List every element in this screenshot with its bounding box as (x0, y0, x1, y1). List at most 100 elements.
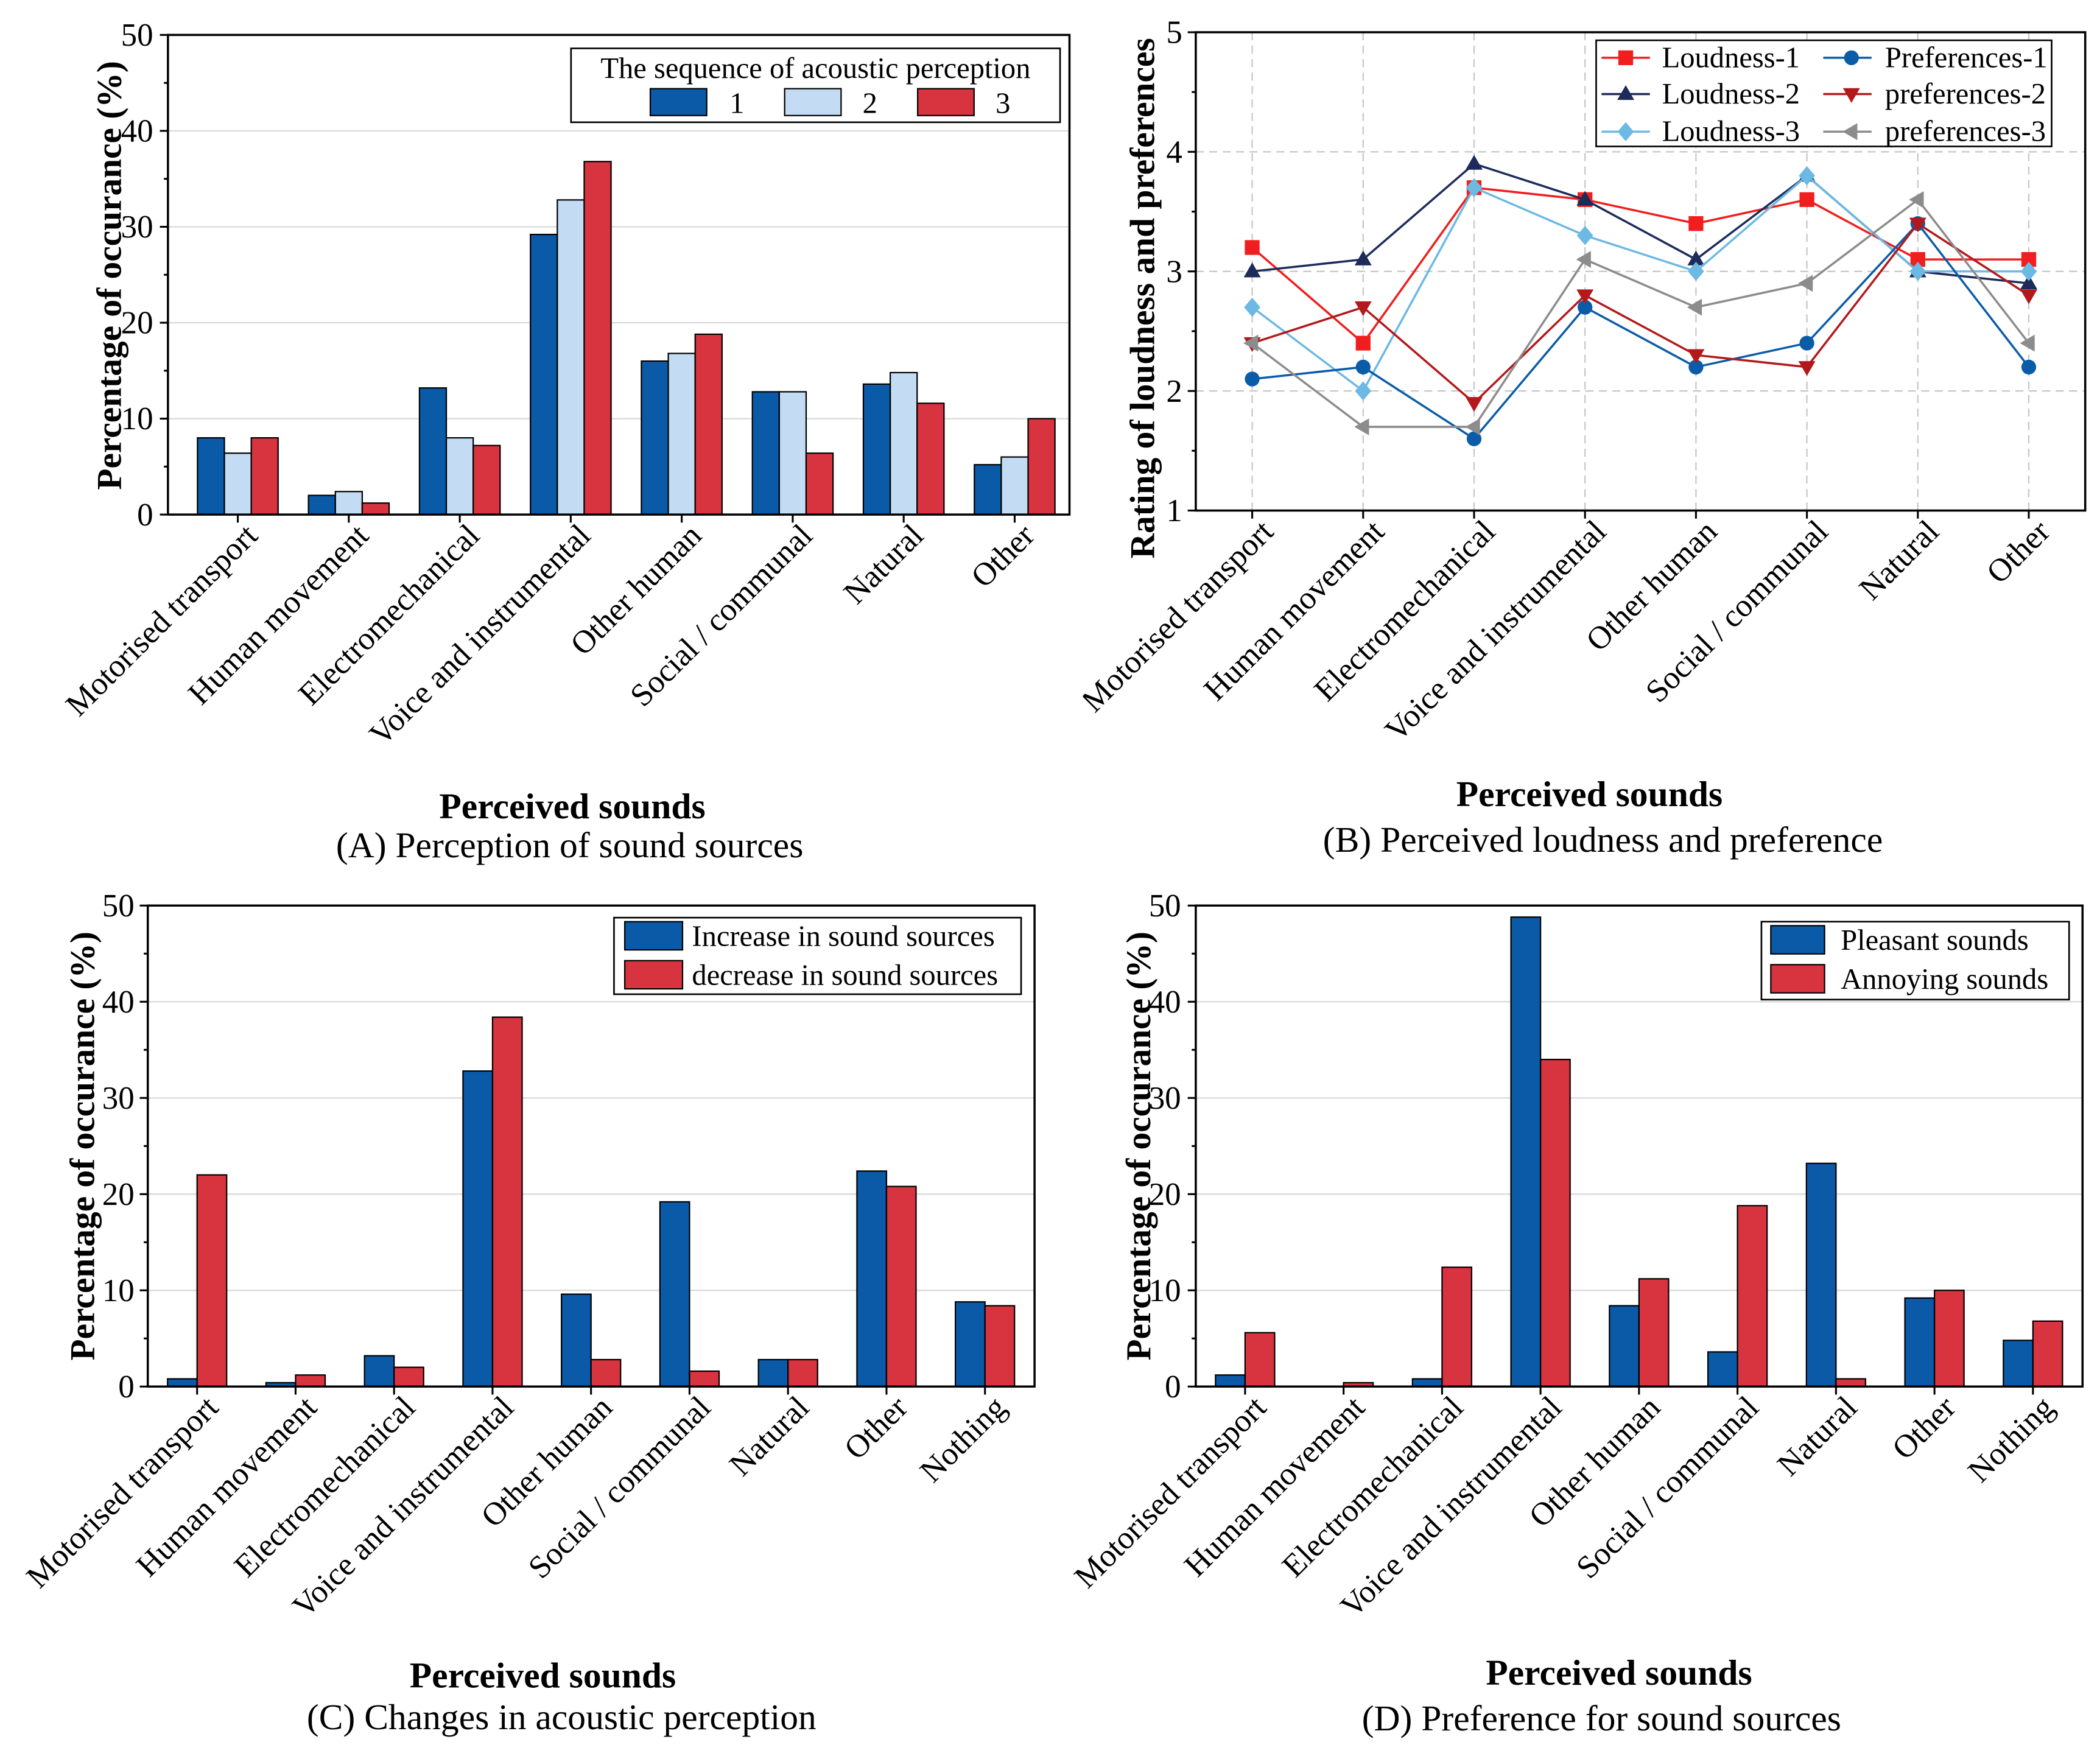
point-preferences-1-other-human (1688, 359, 1704, 374)
plot-marks (1215, 916, 2063, 1388)
legend-item-loudness-2: Loudness-2 (1601, 78, 1800, 110)
bar-group-social-communal (1707, 1205, 1768, 1388)
bar-group-voice-and-instrumental (1510, 916, 1571, 1388)
bar-2-natural (890, 371, 918, 516)
y-tick-label: 30 (102, 1081, 135, 1116)
bar-annoying-sounds-natural (1835, 1378, 1867, 1388)
bar-group-other (856, 1170, 917, 1388)
bar-annoying-sounds-voice-and-instrumental (1540, 1058, 1571, 1388)
bar-group-motorised-transport (1215, 1332, 1276, 1388)
point-preferences-1-human-movement (1355, 359, 1371, 374)
bar-3-other (1027, 418, 1056, 516)
legend-item-increase-in-sound-sources: Increase in sound sources (623, 920, 995, 952)
legend-label: Loudness-1 (1662, 41, 1800, 74)
legend-marker-square-icon (1618, 50, 1634, 66)
legend-marker-triangle-left-icon (1842, 123, 1858, 141)
legend-swatch (649, 88, 708, 116)
point-loudness-3-other (2020, 261, 2037, 281)
point-preferences-3-voice-and-instrumental (1576, 251, 1591, 269)
point-preferences-3-human-movement (1354, 418, 1369, 436)
bar-group-human-movement (307, 491, 390, 516)
legend-swatch (917, 88, 975, 116)
y-tick-label: 0 (137, 497, 153, 533)
x-axis-title: Perceived sounds (439, 786, 705, 826)
legend-marker-circle-icon (1844, 50, 1859, 66)
legend: Pleasant sounds Annoying sounds (1760, 921, 2070, 1001)
legend: Loudness-1 Loudness-2 Loudness-3 Preference… (1595, 39, 2053, 148)
panel-caption: (C) Changes in acoustic perception (307, 1697, 816, 1737)
panel-caption: (A) Perception of sound sources (336, 825, 804, 865)
bar-group-nothing (955, 1301, 1016, 1388)
legend-item-1: 1 (649, 87, 744, 119)
bar-1-motorised-transport (197, 437, 225, 516)
y-tick-label: 10 (121, 401, 153, 437)
bar-decrease-in-sound-sources-human-movement (295, 1374, 326, 1388)
bar-increase-in-sound-sources-nothing (955, 1301, 986, 1388)
bar-3-social-communal (805, 452, 834, 516)
point-preferences-2-other (2020, 289, 2037, 304)
legend-item-loudness-1: Loudness-1 (1601, 41, 1800, 74)
bar-2-social-communal (778, 391, 807, 516)
bar-increase-in-sound-sources-social-communal (659, 1201, 690, 1388)
y-axis-title: Percentage of occurance (%) (1120, 932, 1158, 1360)
y-tick-label: 3 (1166, 254, 1182, 289)
bar-pleasant-sounds-other-human (1609, 1305, 1640, 1388)
point-preferences-2-human-movement (1354, 301, 1372, 317)
bar-decrease-in-sound-sources-nothing (984, 1305, 1016, 1388)
bar-pleasant-sounds-natural (1805, 1162, 1837, 1388)
point-loudness-2-other (2020, 274, 2037, 290)
bar-increase-in-sound-sources-voice-and-instrumental (462, 1070, 494, 1388)
bar-annoying-sounds-nothing (2032, 1320, 2063, 1388)
plot-marks (167, 1016, 1016, 1388)
bar-increase-in-sound-sources-other (856, 1170, 888, 1388)
bar-decrease-in-sound-sources-voice-and-instrumental (491, 1016, 523, 1388)
bar-group-other-human (561, 1293, 622, 1388)
legend-title: The sequence of acoustic perception (600, 52, 1030, 85)
line-loudness-1 (1251, 186, 2029, 345)
bar-group-social-communal (659, 1201, 720, 1388)
legend-label: 3 (996, 87, 1010, 119)
y-axis: 0 10 20 30 40 50 (121, 18, 168, 533)
point-preferences-1-motorised-transport (1245, 371, 1260, 387)
y-axis: 1 2 3 4 5 (1166, 15, 1196, 528)
y-tick-label: 10 (102, 1273, 135, 1308)
bar-3-human-movement (361, 502, 390, 516)
legend-item-preferences-1: Preferences-1 (1823, 41, 2048, 74)
bar-decrease-in-sound-sources-natural (787, 1358, 818, 1388)
bar-1-voice-and-instrumental (530, 233, 558, 516)
point-preferences-2-social-communal (1798, 361, 1816, 376)
series-loudness-3 (1244, 166, 2037, 401)
point-loudness-1-social-communal (1799, 192, 1814, 208)
legend-label: 1 (729, 87, 744, 119)
bar-pleasant-sounds-voice-and-instrumental (1510, 916, 1542, 1388)
bar-decrease-in-sound-sources-electromechanical (393, 1366, 424, 1388)
bar-2-human-movement (334, 491, 363, 516)
bar-2-voice-and-instrumental (557, 199, 585, 516)
y-tick-label: 30 (1149, 1081, 1181, 1116)
point-loudness-2-motorised-transport (1243, 262, 1261, 278)
bar-pleasant-sounds-other (1904, 1297, 1936, 1388)
series-preferences-3 (1243, 191, 2035, 436)
bar-decrease-in-sound-sources-other (885, 1185, 917, 1388)
bar-group-other-human (1609, 1278, 1670, 1388)
point-preferences-3-social-communal (1798, 275, 1813, 292)
point-preferences-3-other (2020, 334, 2035, 352)
point-loudness-3-other-human (1688, 261, 1704, 281)
bar-group-natural (862, 371, 945, 516)
panel-caption: (D) Preference for sound sources (1362, 1698, 1841, 1738)
y-tick-label: 10 (1149, 1273, 1181, 1308)
point-loudness-1-motorised-transport (1245, 240, 1260, 255)
y-tick-label: 20 (1149, 1177, 1181, 1212)
bar-group-other (1904, 1290, 1965, 1388)
bar-annoying-sounds-motorised-transport (1244, 1332, 1276, 1388)
legend-swatch (784, 88, 842, 116)
legend-label: preferences-3 (1885, 116, 2046, 148)
point-preferences-3-other-human (1687, 298, 1702, 316)
line-loudness-3 (1251, 174, 2029, 393)
point-loudness-2-other-human (1687, 250, 1705, 265)
bar-1-other (974, 464, 1002, 516)
point-loudness-2-human-movement (1354, 250, 1372, 265)
